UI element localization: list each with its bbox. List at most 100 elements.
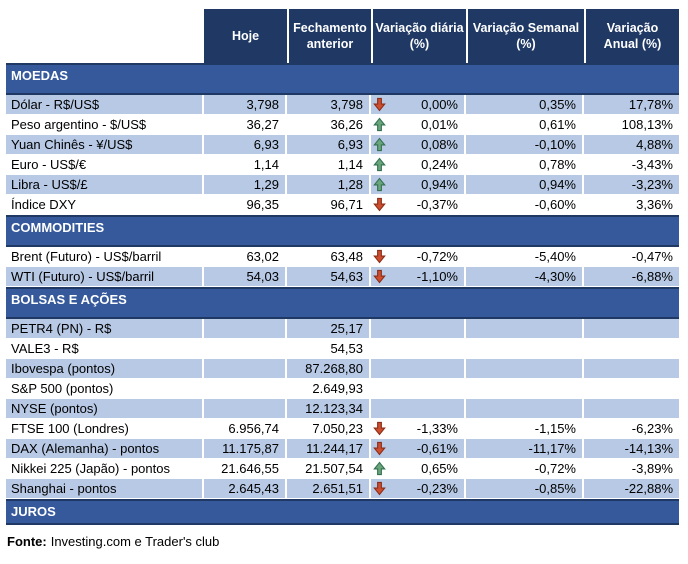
cell-hoje: 1,14 bbox=[204, 155, 287, 175]
cell-label: VALE3 - R$ bbox=[6, 339, 204, 359]
cell-hoje: 1,29 bbox=[204, 175, 287, 195]
column-header-variacao-diaria: Variação diária (%) bbox=[371, 9, 466, 63]
cell-label: WTI (Futuro) - US$/barril bbox=[6, 267, 204, 287]
cell-fechamento-anterior: 6,93 bbox=[287, 135, 371, 155]
cell-label: Shanghai - pontos bbox=[6, 479, 204, 499]
cell-fechamento-anterior: 7.050,23 bbox=[287, 419, 371, 439]
cell-variacao-anual: 108,13% bbox=[584, 115, 679, 135]
cell-label: FTSE 100 (Londres) bbox=[6, 419, 204, 439]
cell-label: NYSE (pontos) bbox=[6, 399, 204, 419]
cell-variacao-semanal: -0,10% bbox=[466, 135, 584, 155]
up-arrow-icon bbox=[373, 177, 386, 192]
cell-hoje: 96,35 bbox=[204, 195, 287, 215]
table-row: Nikkei 225 (Japão) - pontos 21.646,55 21.5… bbox=[6, 459, 679, 479]
variacao-diaria-value: -0,23% bbox=[416, 481, 458, 496]
cell-variacao-semanal: -5,40% bbox=[466, 247, 584, 267]
cell-fechamento-anterior: 36,26 bbox=[287, 115, 371, 135]
cell-variacao-anual: -22,88% bbox=[584, 479, 679, 499]
cell-variacao-diaria: -1,33% bbox=[371, 419, 466, 439]
cell-fechamento-anterior: 12.123,34 bbox=[287, 399, 371, 419]
cell-label: Yuan Chinês - ¥/US$ bbox=[6, 135, 204, 155]
cell-variacao-semanal bbox=[466, 319, 584, 339]
cell-fechamento-anterior: 2.649,93 bbox=[287, 379, 371, 399]
cell-variacao-anual bbox=[584, 319, 679, 339]
cell-variacao-diaria: -0,37% bbox=[371, 195, 466, 215]
cell-hoje: 6,93 bbox=[204, 135, 287, 155]
down-arrow-icon bbox=[373, 441, 386, 456]
variacao-diaria-value: -0,37% bbox=[416, 197, 458, 212]
cell-variacao-diaria: 0,00% bbox=[371, 95, 466, 115]
cell-fechamento-anterior: 54,63 bbox=[287, 267, 371, 287]
column-header-label: Variação Semanal bbox=[472, 20, 580, 35]
cell-label: Índice DXY bbox=[6, 195, 204, 215]
table-header: Hoje Fechamento anterior Variação diária… bbox=[6, 9, 679, 63]
cell-variacao-semanal: -0,85% bbox=[466, 479, 584, 499]
cell-variacao-anual: -3,43% bbox=[584, 155, 679, 175]
column-header-label: Variação bbox=[606, 20, 659, 35]
up-arrow-icon bbox=[373, 117, 386, 132]
table-row: DAX (Alemanha) - pontos 11.175,87 11.244,1… bbox=[6, 439, 679, 459]
cell-hoje: 3,798 bbox=[204, 95, 287, 115]
cell-fechamento-anterior: 21.507,54 bbox=[287, 459, 371, 479]
column-header-label: anterior bbox=[306, 37, 354, 51]
cell-label: Nikkei 225 (Japão) - pontos bbox=[6, 459, 204, 479]
cell-variacao-semanal bbox=[466, 399, 584, 419]
cell-hoje bbox=[204, 339, 287, 359]
cell-variacao-semanal: 0,94% bbox=[466, 175, 584, 195]
cell-variacao-semanal bbox=[466, 359, 584, 379]
source-text: Investing.com e Trader's club bbox=[50, 534, 220, 549]
cell-variacao-anual: 3,36% bbox=[584, 195, 679, 215]
column-header-label: Fechamento bbox=[293, 20, 367, 35]
cell-hoje bbox=[204, 319, 287, 339]
cell-variacao-semanal: -0,60% bbox=[466, 195, 584, 215]
cell-variacao-semanal bbox=[466, 379, 584, 399]
cell-fechamento-anterior: 96,71 bbox=[287, 195, 371, 215]
cell-fechamento-anterior: 87.268,80 bbox=[287, 359, 371, 379]
cell-variacao-anual: 4,88% bbox=[584, 135, 679, 155]
down-arrow-icon bbox=[373, 481, 386, 496]
column-header-variacao-anual: Variação Anual (%) bbox=[584, 9, 679, 63]
table-row: Ibovespa (pontos) 87.268,80 bbox=[6, 359, 679, 379]
cell-hoje: 2.645,43 bbox=[204, 479, 287, 499]
cell-variacao-diaria: 0,01% bbox=[371, 115, 466, 135]
table-row: FTSE 100 (Londres) 6.956,74 7.050,23 -1,33%… bbox=[6, 419, 679, 439]
cell-variacao-anual: -0,47% bbox=[584, 247, 679, 267]
variacao-diaria-value: -0,61% bbox=[416, 441, 458, 456]
table-row: VALE3 - R$ 54,53 bbox=[6, 339, 679, 359]
table-row: Índice DXY 96,35 96,71 -0,37% -0,60% 3,36% bbox=[6, 195, 679, 215]
cell-label: S&P 500 (pontos) bbox=[6, 379, 204, 399]
cell-variacao-diaria: 0,24% bbox=[371, 155, 466, 175]
down-arrow-icon bbox=[373, 97, 386, 112]
cell-variacao-diaria: 0,65% bbox=[371, 459, 466, 479]
table-row: WTI (Futuro) - US$/barril 54,03 54,63 -1,10… bbox=[6, 267, 679, 287]
column-header-label: (%) bbox=[409, 37, 430, 51]
cell-fechamento-anterior: 2.651,51 bbox=[287, 479, 371, 499]
cell-label: PETR4 (PN) - R$ bbox=[6, 319, 204, 339]
table-body: MOEDAS Dólar - R$/US$ 3,798 3,798 0,00% 0,35%… bbox=[6, 63, 679, 525]
table-row: Euro - US$/€ 1,14 1,14 0,24% 0,78% -3,43% bbox=[6, 155, 679, 175]
cell-variacao-anual bbox=[584, 399, 679, 419]
cell-label: Ibovespa (pontos) bbox=[6, 359, 204, 379]
cell-fechamento-anterior: 3,798 bbox=[287, 95, 371, 115]
column-header-label: Anual (%) bbox=[603, 37, 662, 51]
cell-variacao-semanal: 0,35% bbox=[466, 95, 584, 115]
cell-hoje bbox=[204, 359, 287, 379]
variacao-diaria-value: 0,08% bbox=[421, 137, 458, 152]
source-label: Fonte: bbox=[7, 534, 47, 549]
financial-table: Hoje Fechamento anterior Variação diária… bbox=[6, 9, 679, 525]
table-row: Libra - US$/£ 1,29 1,28 0,94% 0,94% -3,23% bbox=[6, 175, 679, 195]
cell-variacao-diaria: -0,23% bbox=[371, 479, 466, 499]
cell-variacao-anual: -14,13% bbox=[584, 439, 679, 459]
table-row: Brent (Futuro) - US$/barril 63,02 63,48 -0,… bbox=[6, 247, 679, 267]
table-row: PETR4 (PN) - R$ 25,17 bbox=[6, 319, 679, 339]
cell-label: Euro - US$/€ bbox=[6, 155, 204, 175]
cell-fechamento-anterior: 11.244,17 bbox=[287, 439, 371, 459]
cell-variacao-anual: -6,88% bbox=[584, 267, 679, 287]
table-row: Peso argentino - $/US$ 36,27 36,26 0,01% 0,6… bbox=[6, 115, 679, 135]
cell-variacao-diaria: -0,72% bbox=[371, 247, 466, 267]
column-header-fechamento-anterior: Fechamento anterior bbox=[287, 9, 371, 63]
down-arrow-icon bbox=[373, 269, 386, 284]
cell-variacao-semanal: -11,17% bbox=[466, 439, 584, 459]
cell-variacao-anual: -3,23% bbox=[584, 175, 679, 195]
cell-variacao-diaria bbox=[371, 359, 466, 379]
